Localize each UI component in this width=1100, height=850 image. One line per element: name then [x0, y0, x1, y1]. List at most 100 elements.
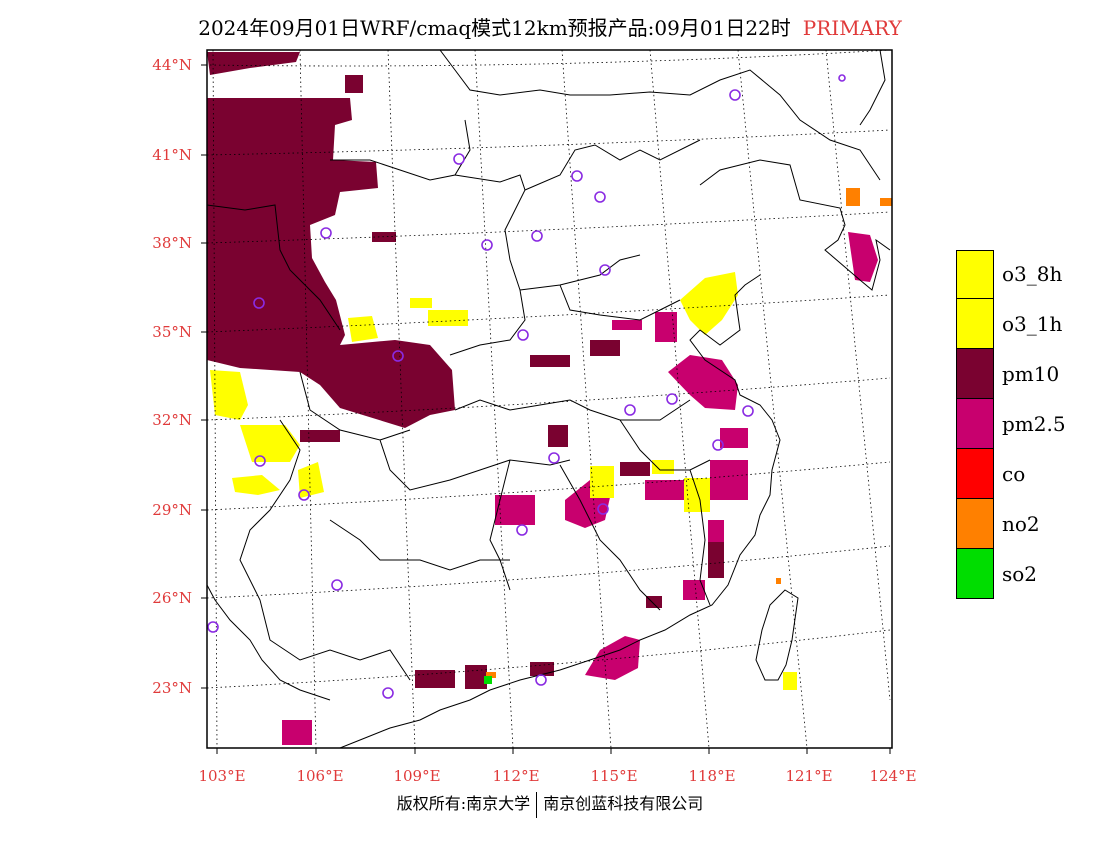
station-marker	[599, 264, 611, 276]
legend-label: o3_8h	[1002, 262, 1063, 286]
pm10-patch	[345, 75, 363, 93]
pm10-patch	[620, 462, 650, 476]
station-marker	[666, 393, 678, 405]
copyright-left: 版权所有:南京大学	[396, 794, 531, 813]
copyright-right: 南京创蓝科技有限公司	[543, 794, 704, 813]
station-marker	[516, 524, 528, 536]
boundaries	[207, 50, 891, 748]
no2-patch	[486, 672, 496, 678]
station-marker	[481, 239, 493, 251]
legend-label: o3_1h	[1002, 312, 1063, 336]
copyright-separator	[536, 791, 538, 818]
legend-swatch	[956, 299, 994, 349]
legend-item: o3_1h	[956, 299, 1066, 349]
pm25-patch	[708, 520, 724, 542]
station-marker	[253, 297, 265, 309]
lat-label: 23°N	[152, 679, 192, 697]
station-marker	[453, 153, 465, 165]
legend-swatch	[956, 349, 994, 399]
no2-patch	[776, 578, 781, 584]
station-marker	[712, 439, 724, 451]
lon-label: 103°E	[198, 767, 245, 785]
pm25-patch	[683, 580, 705, 600]
legend-item: pm10	[956, 349, 1066, 399]
legend-swatch	[956, 249, 994, 299]
legend-label: co	[1002, 462, 1026, 486]
pm10-patch	[372, 232, 396, 242]
national-border-west	[207, 584, 331, 701]
pm10-patch	[708, 538, 724, 578]
lat-label: 44°N	[152, 56, 192, 74]
no2-patch	[846, 188, 860, 206]
pm10-patch	[415, 670, 455, 688]
station-marker	[838, 74, 846, 82]
pm25-region-south	[585, 636, 640, 680]
legend-swatch	[956, 499, 994, 549]
pm25-patch	[720, 428, 748, 448]
o3-patch	[684, 478, 710, 512]
o3-region-sichuan	[210, 370, 248, 420]
pm10-region-top	[207, 52, 300, 75]
station-marker	[594, 191, 606, 203]
o3-region-yunnan-east	[298, 462, 324, 498]
lon-label: 106°E	[296, 767, 343, 785]
station-marker	[571, 170, 583, 182]
pm25-patch	[282, 720, 312, 745]
so2-areas	[484, 676, 492, 684]
lat-label: 26°N	[152, 589, 192, 607]
station-marker	[382, 687, 394, 699]
legend-label: pm2.5	[1002, 412, 1066, 436]
station-marker	[298, 489, 310, 501]
no2-areas	[486, 188, 892, 678]
copyright: 版权所有:南京大学 南京创蓝科技有限公司	[0, 790, 1100, 818]
pm10-patch	[646, 596, 662, 608]
pm25-areas	[282, 232, 878, 745]
legend-label: so2	[1002, 562, 1038, 586]
legend-item: pm2.5	[956, 399, 1066, 449]
o3-region-shaanxi	[348, 316, 378, 342]
station-marker	[624, 404, 636, 416]
legend-swatch	[956, 399, 994, 449]
station-marker	[535, 674, 547, 686]
pm10-patch	[300, 430, 340, 442]
o3-areas	[210, 272, 797, 690]
station-marker	[597, 503, 609, 515]
lat-label: 32°N	[152, 411, 192, 429]
station-marker	[320, 227, 332, 239]
o3-patch	[783, 672, 797, 690]
map-frame	[206, 49, 893, 749]
o3-region-shandong	[680, 272, 738, 335]
latitude-labels: 44°N 41°N 38°N 35°N 32°N 29°N 26°N 23°N	[152, 56, 192, 697]
legend-swatch	[956, 449, 994, 499]
lon-label: 109°E	[393, 767, 440, 785]
legend-item: o3_8h	[956, 249, 1066, 299]
legend-item: so2	[956, 549, 1066, 599]
station-marker	[742, 405, 754, 417]
lon-label: 121°E	[785, 767, 832, 785]
coastline	[339, 159, 891, 748]
taiwan-outline	[755, 589, 799, 681]
lat-label: 38°N	[152, 234, 192, 252]
lat-label: 29°N	[152, 501, 192, 519]
station-markers	[207, 74, 846, 699]
pm10-patch	[548, 425, 568, 447]
pm25-patch	[655, 312, 677, 342]
pm25-region-east	[668, 355, 738, 410]
pm25-patch	[710, 460, 748, 500]
national-border-north	[439, 50, 886, 181]
o3-region-sichuan-south	[240, 425, 300, 462]
lon-label: 112°E	[492, 767, 539, 785]
station-marker	[517, 329, 529, 341]
o3-patch	[410, 298, 432, 308]
legend-item: no2	[956, 499, 1066, 549]
o3-region-guizhou	[232, 475, 280, 495]
pm10-patch	[530, 355, 570, 367]
legend-item: co	[956, 449, 1066, 499]
tick-marks	[201, 64, 891, 754]
pm25-region-coast	[848, 232, 878, 282]
map-plot-area	[207, 50, 892, 748]
province-borders	[207, 119, 711, 681]
o3-patch	[652, 460, 674, 474]
legend-label: pm10	[1002, 362, 1060, 386]
